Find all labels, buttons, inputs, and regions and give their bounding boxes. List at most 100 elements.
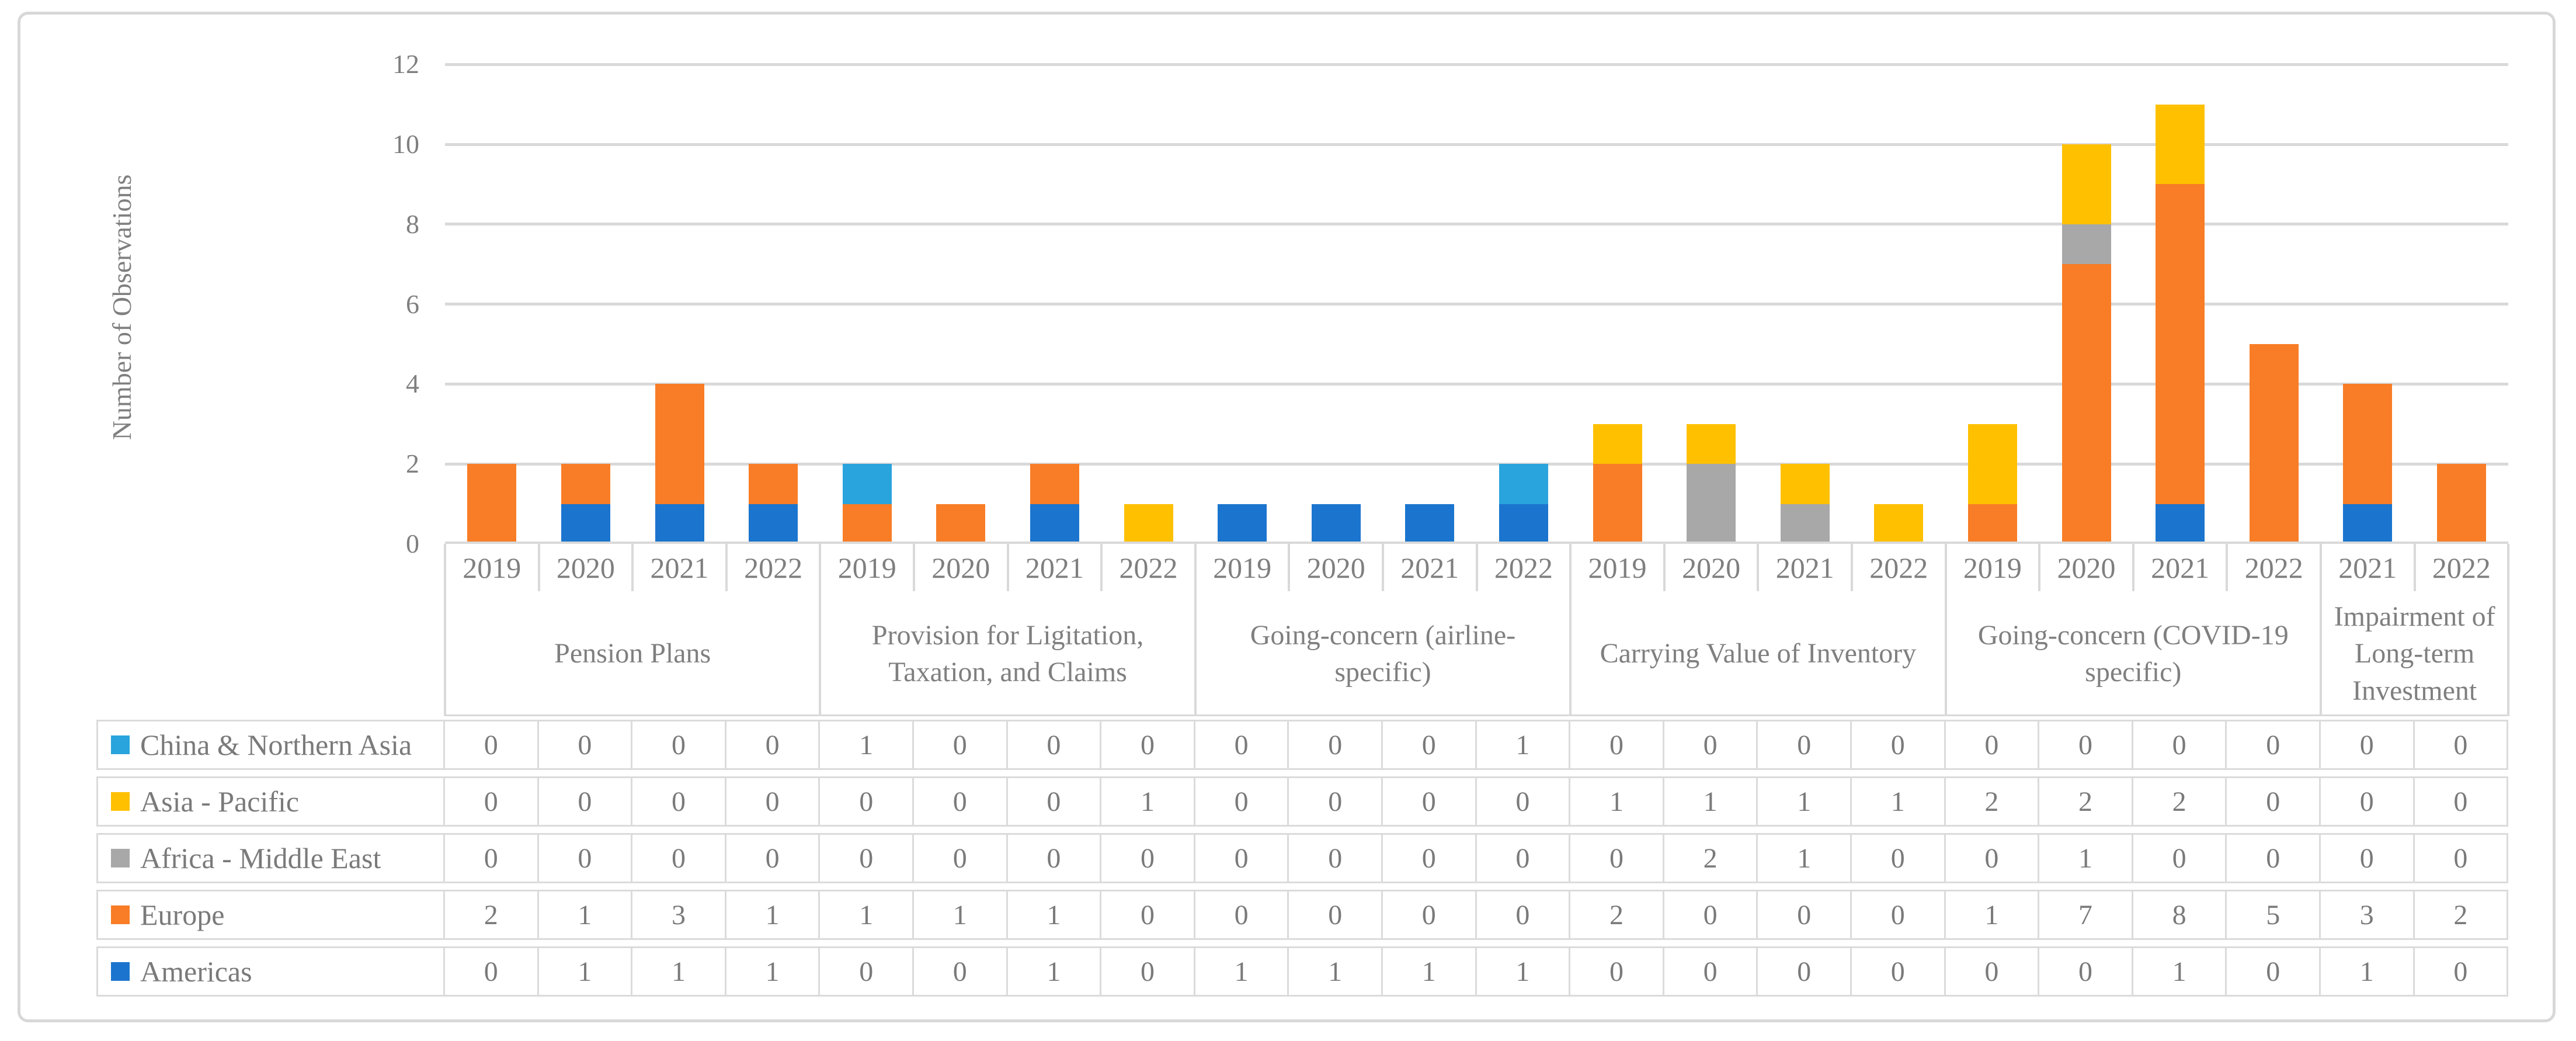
table-value-cell: 0 <box>1195 776 1289 827</box>
table-value-cell: 1 <box>726 890 821 940</box>
year-separator-line <box>1006 544 1009 591</box>
table-value-cell: 0 <box>1852 890 1946 940</box>
gridline <box>445 223 2509 226</box>
gridline <box>445 462 2509 466</box>
table-value-cell: 1 <box>1758 833 1852 883</box>
y-axis-title: Number of Observations <box>107 174 137 440</box>
table-value-cell: 0 <box>1383 890 1477 940</box>
bar-segment <box>2436 464 2486 544</box>
bar-segment <box>936 504 986 544</box>
bar-segment <box>1311 504 1361 544</box>
y-tick-label: 6 <box>406 289 419 319</box>
table-value-cell: 2 <box>1570 890 1664 940</box>
table-value-cell: 0 <box>914 776 1008 827</box>
bar-segment <box>1499 464 1548 504</box>
table-value-cell: 0 <box>2414 776 2509 827</box>
bar-segment <box>1218 504 1267 544</box>
table-value-cell: 0 <box>1758 720 1852 770</box>
table-value-cell: 0 <box>1945 720 2040 770</box>
legend-color-swatch <box>111 735 130 754</box>
table-value-cell: 2 <box>1664 833 1758 883</box>
group-label-cell: Going-concern (COVID-19 specific) <box>1977 619 2289 688</box>
series-label: China & Northern Asia <box>140 728 412 761</box>
year-axis-cell: 2020 <box>2057 551 2116 584</box>
year-separator-line <box>1851 544 1853 591</box>
year-axis-cell: 2022 <box>2244 551 2303 584</box>
year-axis-cell: 2022 <box>2432 551 2491 584</box>
table-value-cell: 0 <box>1758 946 1852 997</box>
table-value-cell: 0 <box>1852 720 1946 770</box>
group-separator-line <box>819 544 822 716</box>
table-value-cell: 0 <box>1101 946 1195 997</box>
table-value-cell: 7 <box>2039 890 2133 940</box>
table-value-cell: 0 <box>820 946 914 997</box>
gridline <box>445 382 2509 386</box>
table-value-cell: 0 <box>1007 776 1102 827</box>
table-value-cell: 0 <box>1570 946 1664 997</box>
year-axis-cell: 2020 <box>556 551 615 584</box>
table-value-cell: 0 <box>914 946 1008 997</box>
group-label-cell: Provision for Ligitation, Taxation, and … <box>871 619 1144 688</box>
year-separator-line <box>537 544 540 591</box>
bar-segment <box>561 464 610 504</box>
table-value-cell: 1 <box>538 890 633 940</box>
table-value-cell: 2 <box>1945 776 2040 827</box>
table-value-cell: 0 <box>2321 720 2415 770</box>
year-axis-cell: 2021 <box>1400 551 1459 584</box>
table-value-cell: 0 <box>445 946 539 997</box>
table-value-cell: 0 <box>1476 890 1571 940</box>
gridline <box>445 143 2509 146</box>
year-separator-line <box>1288 544 1291 591</box>
table-value-cell: 0 <box>1664 890 1758 940</box>
bar-segment <box>2156 104 2205 185</box>
year-separator-line <box>1475 544 1478 591</box>
series-label: Europe <box>140 898 225 931</box>
bar-segment <box>467 464 517 544</box>
table-value-cell: 0 <box>914 720 1008 770</box>
legend-color-swatch <box>111 905 130 924</box>
table-value-cell: 0 <box>1383 720 1477 770</box>
table-value-cell: 0 <box>1945 946 2040 997</box>
group-separator-line <box>444 544 446 716</box>
legend-row-label-cell: Americas <box>96 946 445 997</box>
group-separator-line <box>1569 544 1572 716</box>
table-value-cell: 0 <box>1852 946 1946 997</box>
legend-row-label-cell: Europe <box>96 890 445 940</box>
year-separator-line <box>913 544 915 591</box>
table-value-cell: 0 <box>726 720 821 770</box>
table-value-cell: 1 <box>2133 946 2227 997</box>
y-tick-label: 8 <box>406 209 419 239</box>
bar-segment <box>1030 504 1079 544</box>
table-value-cell: 0 <box>2414 720 2509 770</box>
bar-segment <box>1593 424 1642 464</box>
bar-segment <box>2249 344 2299 544</box>
table-value-cell: 0 <box>2414 833 2509 883</box>
table-value-cell: 3 <box>632 890 726 940</box>
year-axis-cell: 2020 <box>1682 551 1741 584</box>
year-separator-line <box>1757 544 1760 591</box>
category-axis-top-line <box>445 542 2509 544</box>
table-value-cell: 2 <box>2133 776 2227 827</box>
legend-row-label-cell: China & Northern Asia <box>96 720 445 770</box>
legend-color-swatch <box>111 792 130 811</box>
table-value-cell: 0 <box>2039 720 2133 770</box>
year-axis-cell: 2022 <box>1119 551 1178 584</box>
bar-segment <box>1405 504 1455 544</box>
table-value-cell: 1 <box>1476 946 1571 997</box>
table-value-cell: 0 <box>726 833 821 883</box>
table-value-cell: 1 <box>1195 946 1289 997</box>
bar-segment <box>561 504 610 544</box>
year-separator-line <box>2132 544 2135 591</box>
table-value-cell: 1 <box>1476 720 1571 770</box>
table-value-cell: 5 <box>2227 890 2321 940</box>
bar-segment <box>749 504 798 544</box>
table-value-cell: 0 <box>1664 946 1758 997</box>
table-value-cell: 1 <box>632 946 726 997</box>
table-value-cell: 0 <box>1289 890 1383 940</box>
table-value-cell: 2 <box>2414 890 2509 940</box>
category-axis-bottom-line <box>445 714 2509 716</box>
group-label-cell: Going-concern (airline-specific) <box>1250 619 1516 688</box>
legend-row-label-cell: Africa - Middle East <box>96 833 445 883</box>
table-value-cell: 1 <box>1758 776 1852 827</box>
bar-segment <box>1967 504 2017 544</box>
